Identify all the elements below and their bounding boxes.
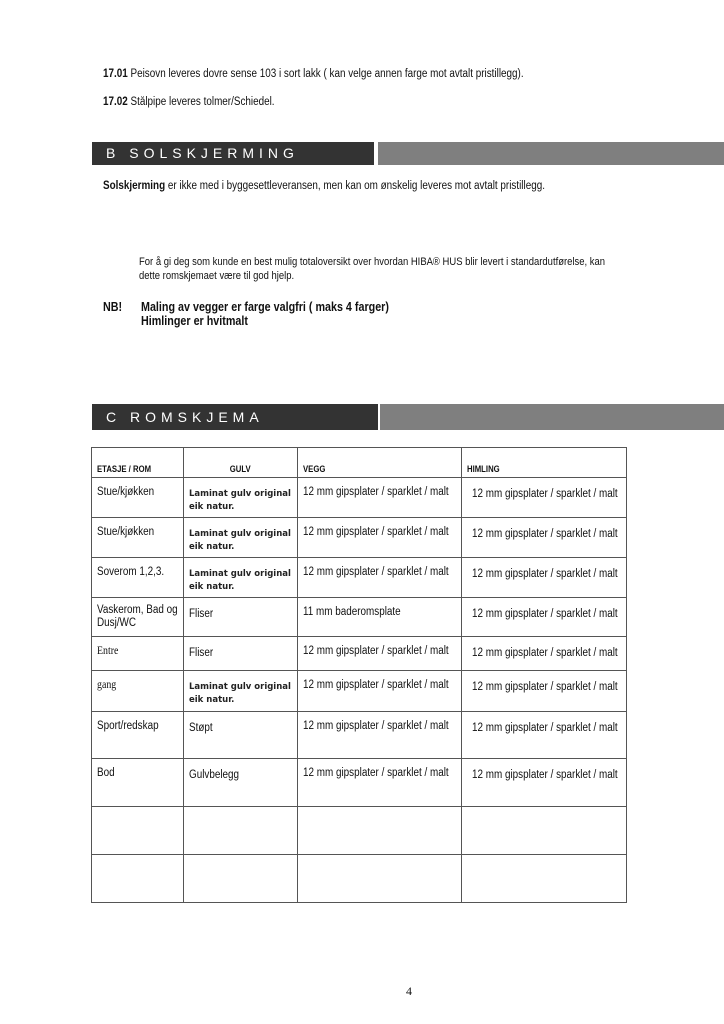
- header-cell: ETASJE / ROM: [91, 447, 184, 478]
- table-cell: 12 mm gipsplater / sparklet / malt: [297, 477, 462, 518]
- table-cell: Fliser: [183, 636, 298, 671]
- item-text: Stålpipe leveres tolmer/Schiedel.: [130, 96, 275, 108]
- table-row: Vaskerom, Bad og Dusj/WC Fliser 11 mm bade…: [91, 597, 627, 637]
- item-number: 17.01: [103, 68, 128, 80]
- table-row: Entre Fliser 12 mm gipsplater / sparklet /…: [91, 636, 627, 671]
- info-line-2: dette romskjemaet være til god hjelp.: [139, 270, 295, 282]
- item-17-02: 17.02 Stålpipe leveres tolmer/Schiedel.: [103, 96, 275, 108]
- table-cell: gang: [91, 670, 184, 712]
- table-cell: 12 mm gipsplater / sparklet / malt: [297, 557, 462, 598]
- table-cell: Sport/redskap: [91, 711, 184, 759]
- table-cell: 12 mm gipsplater / sparklet / malt: [297, 758, 462, 807]
- nb-label: NB!: [103, 300, 123, 314]
- room-schedule-table: ETASJE / ROM GULV VEGG HIMLING Stue/kjøk…: [91, 447, 627, 903]
- table-cell: 12 mm gipsplater / sparklet / malt: [297, 517, 462, 558]
- info-line-1: For å gi deg som kunde en best mulig tot…: [139, 256, 605, 268]
- table-cell: Støpt: [183, 711, 298, 759]
- lead-text: er ikke med i byggesettleveransen, men k…: [165, 180, 545, 192]
- table-cell: 12 mm gipsplater / sparklet / malt: [461, 557, 627, 598]
- table-cell: [461, 806, 627, 855]
- table-cell: Stue/kjøkken: [91, 477, 184, 518]
- header-cell: GULV: [183, 447, 298, 478]
- section-c-bar: [380, 404, 724, 430]
- table-cell: 12 mm gipsplater / sparklet / malt: [297, 636, 462, 671]
- table-row: Soverom 1,2,3. Laminat gulv original eik …: [91, 557, 627, 598]
- table-cell: Laminat gulv original eik natur.: [183, 477, 298, 518]
- header-cell: VEGG: [297, 447, 462, 478]
- table-cell: [297, 806, 462, 855]
- table-row: Bod Gulvbelegg 12 mm gipsplater / sparklet…: [91, 758, 627, 807]
- table-cell: 12 mm gipsplater / sparklet / malt: [461, 711, 627, 759]
- page-number: 4: [406, 984, 412, 998]
- section-b-bar: [378, 142, 724, 165]
- table-cell: 12 mm gipsplater / sparklet / malt: [461, 758, 627, 807]
- table-row: Stue/kjøkken Laminat gulv original eik na…: [91, 477, 627, 518]
- item-number: 17.02: [103, 96, 128, 108]
- nb-line-2: Himlinger er hvitmalt: [141, 314, 248, 328]
- table-cell: [91, 854, 184, 903]
- table-cell: Soverom 1,2,3.: [91, 557, 184, 598]
- table-cell: 12 mm gipsplater / sparklet / malt: [297, 711, 462, 759]
- table-cell: Vaskerom, Bad og Dusj/WC: [91, 597, 184, 637]
- table-cell: [183, 854, 298, 903]
- lead-bold: Solskjerming: [103, 180, 166, 192]
- table-cell: Bod: [91, 758, 184, 807]
- table-row: gang Laminat gulv original eik natur. 12 m…: [91, 670, 627, 712]
- nb-line-1: Maling av vegger er farge valgfri ( maks…: [141, 300, 389, 314]
- item-text: Peisovn leveres dovre sense 103 i sort l…: [130, 68, 524, 80]
- table-cell: [91, 806, 184, 855]
- table-cell: Stue/kjøkken: [91, 517, 184, 558]
- table-cell: [297, 854, 462, 903]
- section-c-heading: C ROMSKJEMA: [92, 404, 378, 430]
- table-row: Stue/kjøkken Laminat gulv original eik na…: [91, 517, 627, 558]
- table-cell: 12 mm gipsplater / sparklet / malt: [297, 670, 462, 712]
- table-cell: [183, 806, 298, 855]
- table-cell: Fliser: [183, 597, 298, 637]
- table-cell: Laminat gulv original eik natur.: [183, 670, 298, 712]
- table-cell: Entre: [91, 636, 184, 671]
- table-row: [91, 854, 627, 903]
- table-cell: Gulvbelegg: [183, 758, 298, 807]
- table-header: ETASJE / ROM GULV VEGG HIMLING: [91, 447, 627, 478]
- table-row: Sport/redskap Støpt 12 mm gipsplater / spa…: [91, 711, 627, 759]
- table-cell: 12 mm gipsplater / sparklet / malt: [461, 517, 627, 558]
- table-cell: [461, 854, 627, 903]
- table-cell: 12 mm gipsplater / sparklet / malt: [461, 636, 627, 671]
- table-cell: 11 mm baderomsplate: [297, 597, 462, 637]
- table-row: [91, 806, 627, 855]
- item-17-01: 17.01 Peisovn leveres dovre sense 103 i …: [103, 68, 524, 80]
- table-cell: 12 mm gipsplater / sparklet / malt: [461, 670, 627, 712]
- header-cell: HIMLING: [461, 447, 627, 478]
- table-cell: 12 mm gipsplater / sparklet / malt: [461, 477, 627, 518]
- section-b-heading: B SOLSKJERMING: [92, 142, 374, 165]
- table-cell: 12 mm gipsplater / sparklet / malt: [461, 597, 627, 637]
- solskjerming-text: Solskjerming er ikke med i byggesettleve…: [103, 180, 545, 192]
- table-cell: Laminat gulv original eik natur.: [183, 557, 298, 598]
- table-cell: Laminat gulv original eik natur.: [183, 517, 298, 558]
